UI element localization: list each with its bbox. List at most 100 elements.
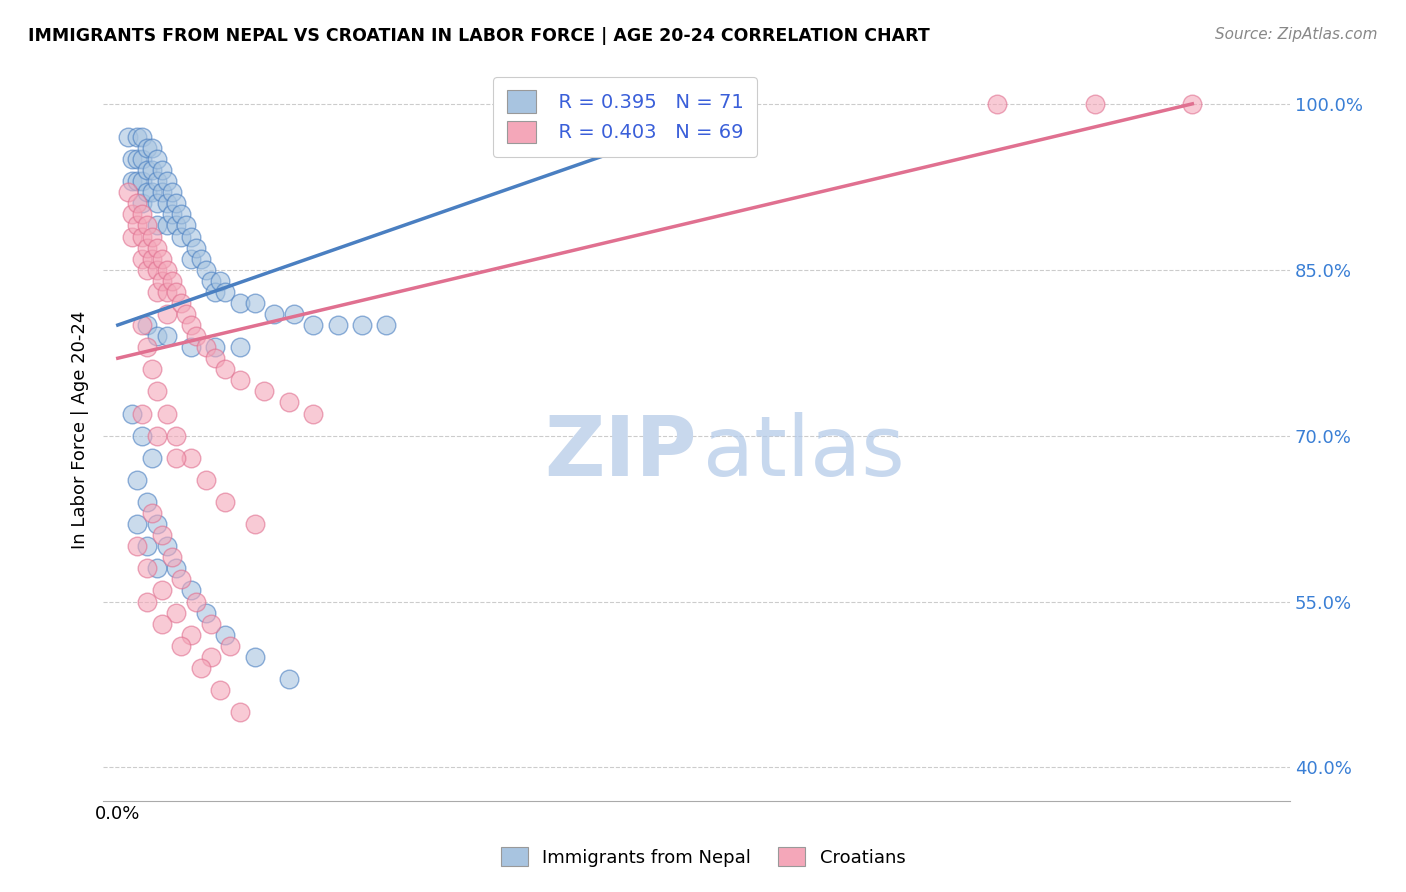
Point [1181,96,1204,111]
Text: ZIP: ZIP [544,412,696,493]
Point [194,606,217,620]
Point [180,450,202,465]
Point [214,495,236,509]
Point [141,186,163,200]
Point [229,340,252,354]
Point [350,318,373,332]
Point [156,219,179,233]
Point [150,583,173,598]
Point [156,262,179,277]
Legend:   R = 0.395   N = 71,   R = 0.403   N = 69: R = 0.395 N = 71, R = 0.403 N = 69 [494,77,758,157]
Point [127,473,149,487]
Point [131,252,153,266]
Legend: Immigrants from Nepal, Croatians: Immigrants from Nepal, Croatians [494,840,912,874]
Point [136,262,159,277]
Point [136,318,159,332]
Point [156,285,179,299]
Point [184,594,207,608]
Point [174,307,197,321]
Point [146,262,169,277]
Point [200,649,222,664]
Point [184,329,207,343]
Point [180,229,202,244]
Point [194,473,217,487]
Point [160,274,183,288]
Point [141,450,163,465]
Point [243,517,266,532]
Point [180,340,202,354]
Point [121,207,143,221]
Point [131,174,153,188]
Point [146,329,169,343]
Point [180,628,202,642]
Point [165,428,187,442]
Point [141,163,163,178]
Y-axis label: In Labor Force | Age 20-24: In Labor Force | Age 20-24 [72,311,89,549]
Point [136,241,159,255]
Point [326,318,349,332]
Point [229,373,252,387]
Point [170,296,193,310]
Point [146,428,169,442]
Point [121,407,143,421]
Point [229,296,252,310]
Point [121,174,143,188]
Point [209,274,232,288]
Point [375,318,398,332]
Point [156,407,179,421]
Point [165,606,187,620]
Point [121,152,143,166]
Point [136,186,159,200]
Point [127,152,149,166]
Point [131,196,153,211]
Point [131,407,153,421]
Point [200,274,222,288]
Point [194,340,217,354]
Point [165,219,187,233]
Point [150,252,173,266]
Point [121,229,143,244]
Point [165,285,187,299]
Point [986,96,1008,111]
Point [131,130,153,145]
Point [180,252,202,266]
Point [190,661,212,675]
Point [136,340,159,354]
Point [150,163,173,178]
Point [146,174,169,188]
Point [146,241,169,255]
Point [136,495,159,509]
Point [136,219,159,233]
Point [214,628,236,642]
Point [156,307,179,321]
Point [165,561,187,575]
Point [165,450,187,465]
Point [150,186,173,200]
Point [170,207,193,221]
Point [156,539,179,553]
Point [302,318,325,332]
Point [136,141,159,155]
Point [127,130,149,145]
Point [156,329,179,343]
Point [214,285,236,299]
Point [209,683,232,698]
Point [141,506,163,520]
Point [194,262,217,277]
Point [180,583,202,598]
Point [131,318,153,332]
Point [131,207,153,221]
Point [204,340,226,354]
Point [243,296,266,310]
Point [160,550,183,565]
Point [170,639,193,653]
Point [127,539,149,553]
Point [170,573,193,587]
Point [136,561,159,575]
Point [243,649,266,664]
Point [277,395,299,409]
Point [219,639,242,653]
Point [190,252,212,266]
Point [156,196,179,211]
Point [127,517,149,532]
